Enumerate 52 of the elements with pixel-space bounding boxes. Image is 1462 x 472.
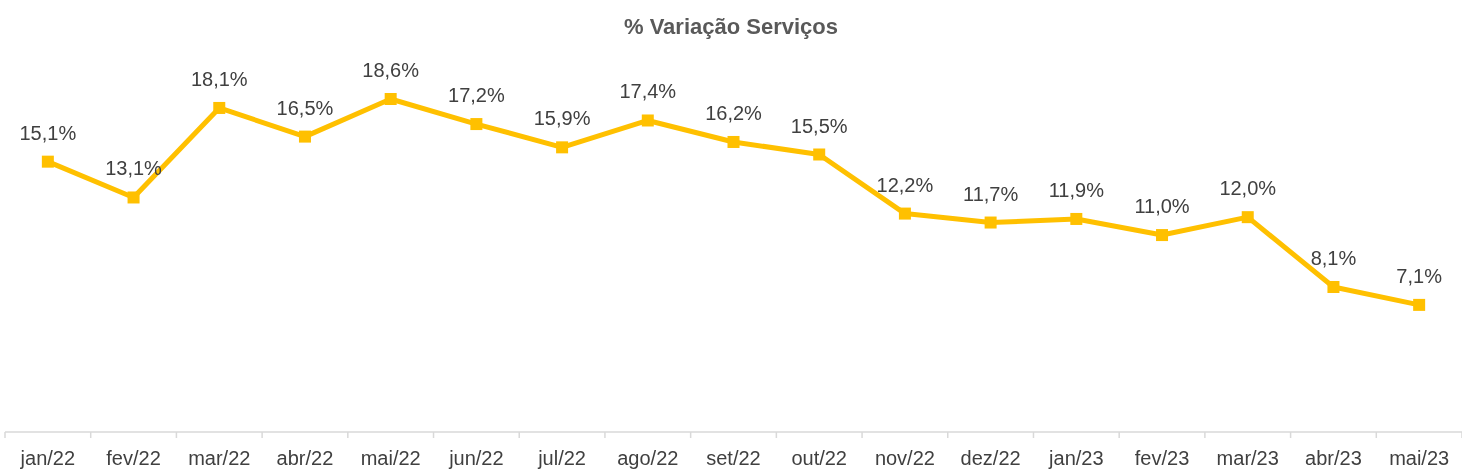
data-label: 18,1% [190, 67, 248, 90]
x-tick-label: mai/23 [1389, 447, 1450, 469]
x-tick-label: jun/22 [448, 447, 504, 469]
data-label: 11,7% [963, 182, 1019, 205]
point [898, 207, 911, 220]
point [41, 155, 54, 168]
point [1070, 212, 1083, 225]
x-tick-label: nov/22 [874, 447, 935, 469]
x-tick-label: fev/22 [106, 447, 161, 469]
point [213, 101, 226, 114]
chart-title: % Variação Serviços [623, 14, 839, 39]
x-tick-label: abr/23 [1305, 447, 1362, 469]
x-tick-label: jan/22 [19, 447, 76, 469]
point [1327, 280, 1340, 293]
data-label: 15,9% [533, 107, 591, 130]
x-tick-label: out/22 [791, 447, 848, 469]
x-tick-label: ago/22 [617, 447, 679, 469]
data-label: 15,5% [790, 114, 848, 137]
data-label: 11,0% [1134, 195, 1190, 218]
data-label: 17,4% [619, 80, 677, 103]
point [984, 216, 997, 229]
data-label: 17,2% [448, 84, 505, 107]
x-tick-label: jul/22 [537, 447, 586, 469]
data-label: 13,1% [105, 157, 163, 180]
data-label: 16,2% [705, 101, 763, 124]
data-label: 12,2% [876, 173, 934, 196]
point [384, 93, 397, 105]
data-label: 7,1% [1396, 264, 1443, 287]
point [813, 148, 826, 161]
point [727, 135, 740, 148]
x-tick-label: jan/23 [1048, 447, 1104, 469]
data-label: 12,0% [1219, 177, 1277, 200]
point [1413, 298, 1426, 311]
point [1241, 211, 1254, 224]
point [298, 130, 311, 143]
point [556, 141, 569, 154]
data-label: 15,1% [19, 121, 77, 144]
data-label: 16,5% [276, 96, 334, 119]
data-label: 11,9% [1048, 178, 1105, 201]
point [127, 191, 140, 204]
point [1156, 229, 1169, 242]
data-label: 8,1% [1310, 246, 1357, 269]
x-tick-label: mar/23 [1216, 447, 1279, 469]
x-tick-label: set/22 [706, 447, 761, 469]
x-tick-label: abr/22 [276, 447, 334, 469]
x-tick-label: fev/23 [1134, 447, 1190, 469]
x-tick-label: mar/22 [188, 447, 251, 469]
x-tick-label: dez/22 [960, 447, 1021, 469]
x-tick-label: mai/22 [360, 447, 421, 469]
point [470, 118, 483, 131]
data-label: 18,6% [362, 59, 420, 81]
point [641, 114, 654, 127]
